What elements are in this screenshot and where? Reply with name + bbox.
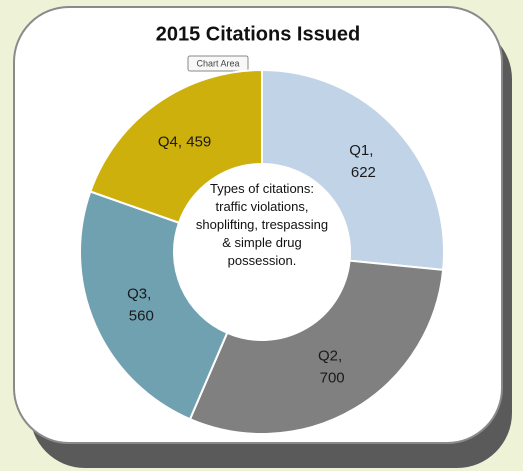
- data-label-line: 700: [315, 369, 344, 386]
- chart-title: 2015 Citations Issued: [156, 23, 361, 45]
- data-label-line: 560: [125, 308, 154, 325]
- data-label-line: Q2,: [318, 347, 342, 364]
- data-label: Q1, 622: [347, 142, 376, 181]
- data-label-line: Q1,: [349, 142, 373, 159]
- slice: [89, 68, 263, 225]
- tooltip-box: [187, 55, 249, 72]
- data-label-line: 622: [347, 164, 376, 181]
- data-label-line: Q3,: [127, 286, 151, 303]
- slice: [261, 68, 445, 272]
- annotation-box: Types of citations: traffic violations, …: [195, 181, 329, 268]
- data-label: Q2, 700: [315, 347, 344, 386]
- slice: [79, 190, 229, 421]
- data-label: Q4, 459: [158, 134, 211, 151]
- tooltip: Chart Area: [196, 58, 239, 68]
- annotation: Types of citations: traffic violations, …: [195, 181, 329, 268]
- data-label: Q3, 560: [125, 286, 154, 325]
- doughnut-hole: [175, 165, 349, 339]
- slice: [188, 259, 445, 435]
